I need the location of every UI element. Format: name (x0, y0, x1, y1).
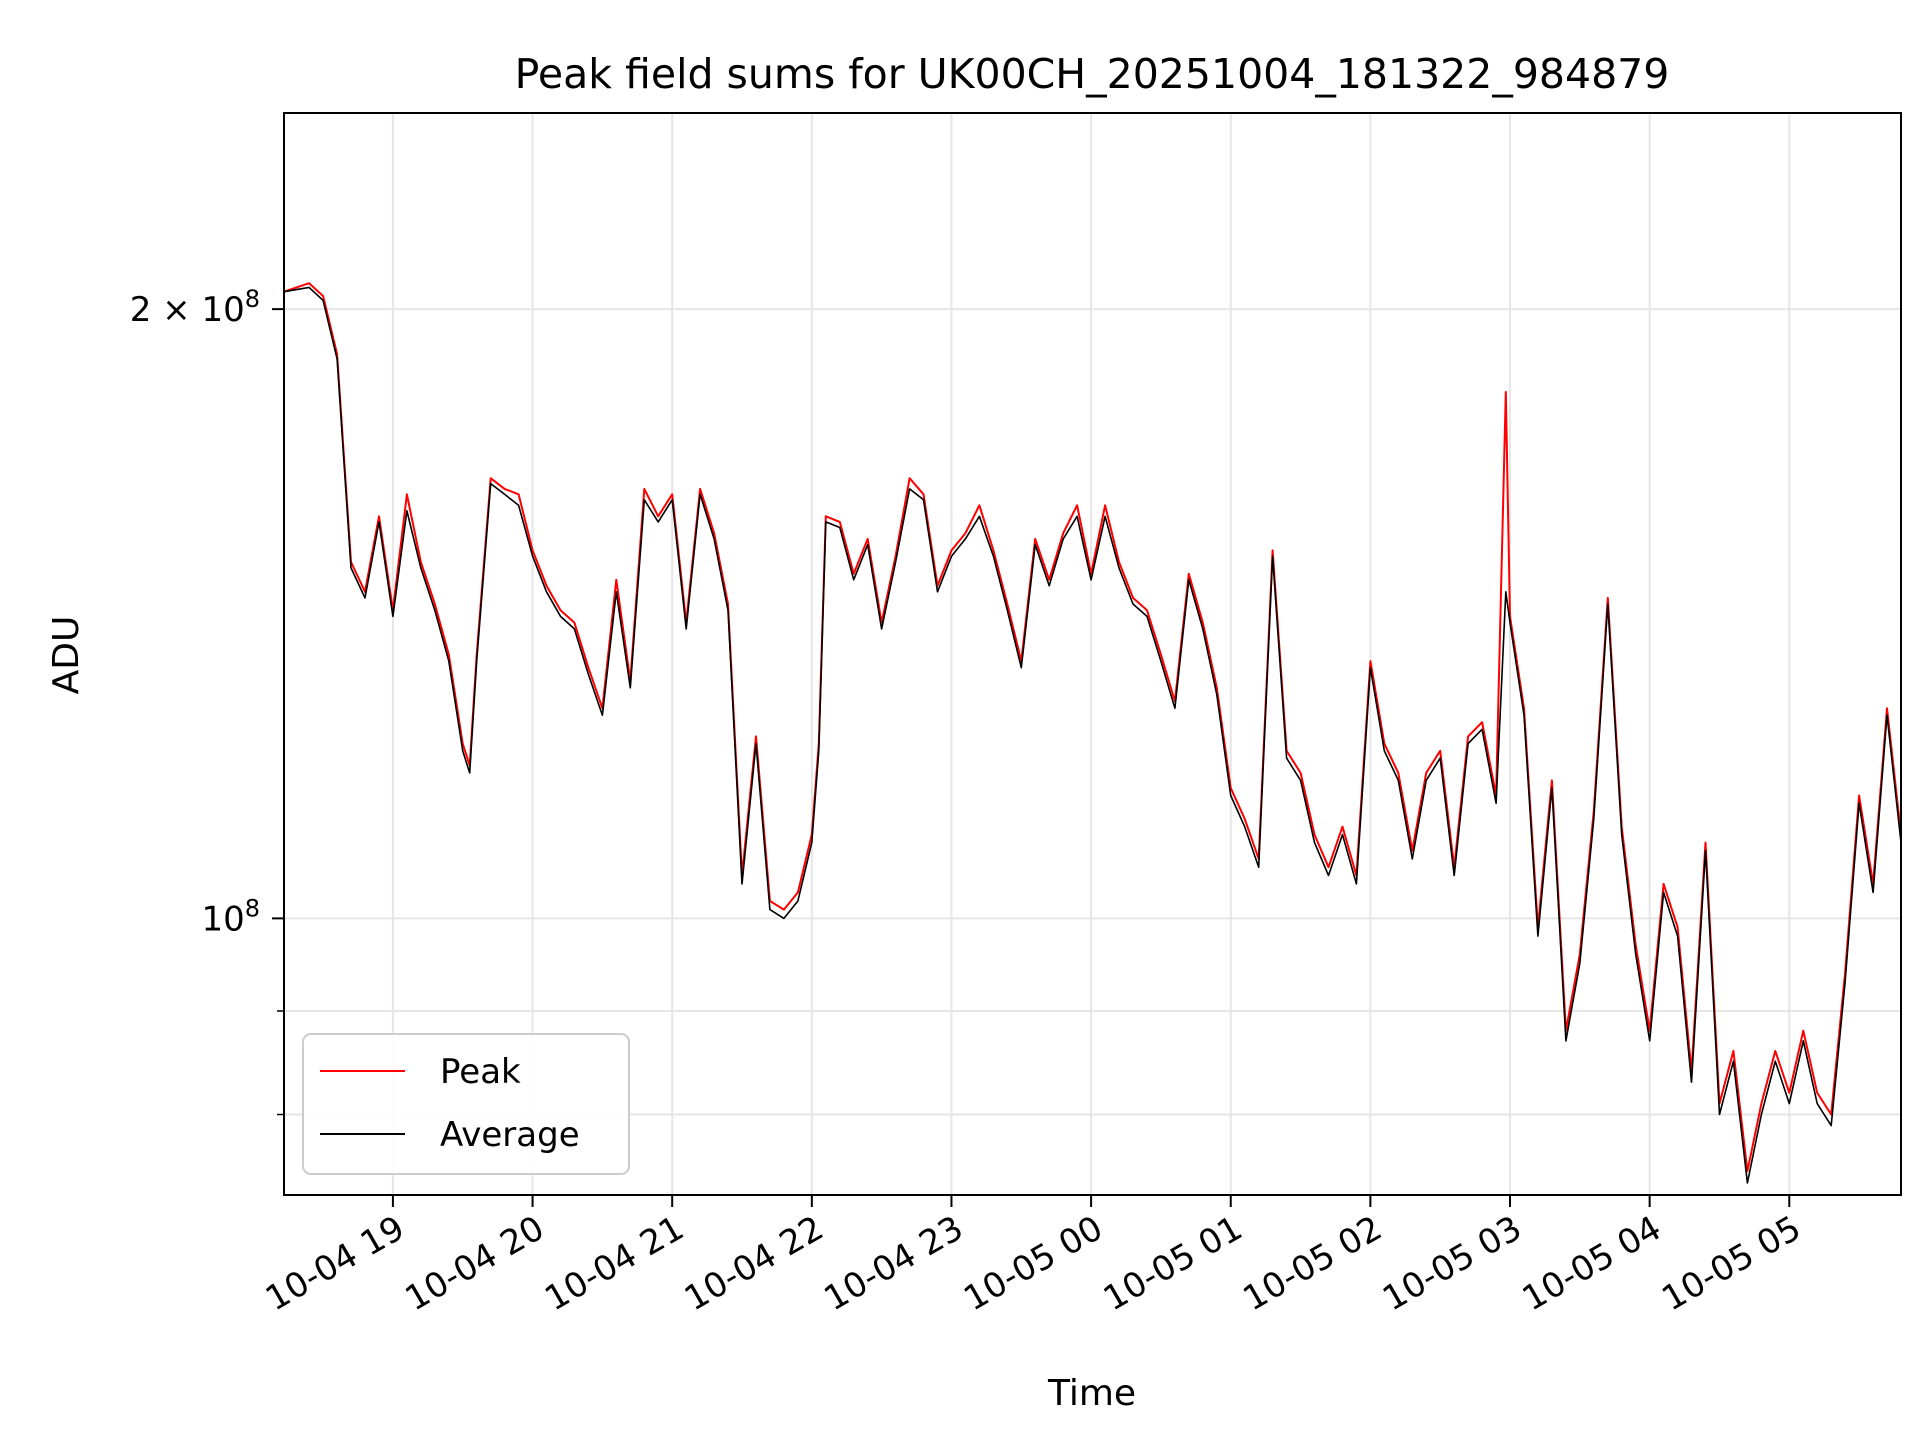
legend[interactable]: Peak Average (302, 1033, 630, 1175)
series-layer (283, 282, 1902, 1184)
series-line-peak (283, 282, 1902, 1173)
series-line-average (283, 286, 1902, 1184)
legend-box (302, 1033, 630, 1175)
y-axis-label: ADU (46, 616, 87, 695)
y-axis: 108 2 × 108 (130, 285, 284, 1116)
chart-title: Peak field sums for UK00CH_20251004_1813… (515, 50, 1670, 98)
y-tick-label: 108 (201, 894, 260, 939)
grid (284, 113, 1901, 1195)
legend-label-peak: Peak (440, 1052, 521, 1092)
x-axis-label: Time (1047, 1373, 1136, 1414)
plot-frame (283, 112, 1902, 1196)
legend-label-average: Average (440, 1115, 580, 1155)
y-tick-label: 2 × 108 (130, 285, 260, 330)
